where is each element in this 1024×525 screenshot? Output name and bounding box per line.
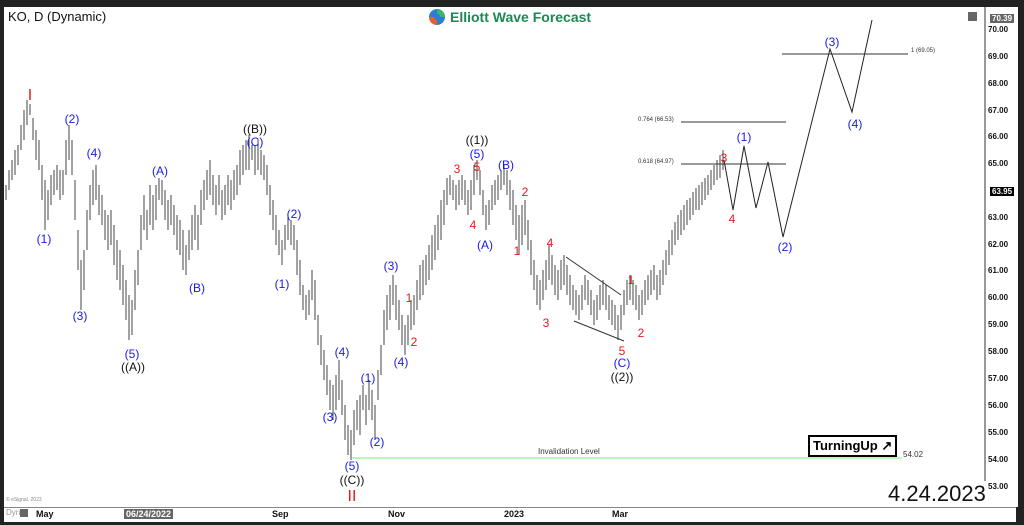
price-tick: 65.00 bbox=[988, 159, 1009, 168]
price-tick: 67.00 bbox=[988, 106, 1009, 115]
fib-0764-label: 0.764 (66.53) bbox=[638, 117, 674, 123]
svg-text:(3): (3) bbox=[323, 410, 338, 424]
svg-text:(4): (4) bbox=[87, 146, 102, 160]
x-label: Mar bbox=[612, 509, 629, 519]
arrow-up-right-icon: ↗ bbox=[877, 438, 893, 453]
svg-text:(1): (1) bbox=[361, 371, 376, 385]
fib-1-label: 1 (69.05) bbox=[911, 48, 936, 54]
projection-path bbox=[723, 19, 873, 238]
svg-text:(3): (3) bbox=[73, 309, 88, 323]
svg-text:(2): (2) bbox=[370, 435, 385, 449]
svg-text:1: 1 bbox=[514, 244, 521, 258]
turning-up-text: TurningUp bbox=[813, 438, 878, 453]
svg-text:(C): (C) bbox=[247, 135, 264, 149]
dyn-toggle[interactable]: Dyn bbox=[6, 508, 21, 517]
brand-name: Elliott Wave Forecast bbox=[450, 9, 592, 25]
price-bars bbox=[5, 100, 724, 460]
wave-labels: I (1) (2) (3) (4) (5) ((A)) (A) (B) ((B)… bbox=[28, 35, 863, 505]
svg-text:2: 2 bbox=[638, 326, 645, 340]
price-tick: 63.00 bbox=[988, 213, 1009, 222]
svg-text:(C): (C) bbox=[614, 356, 631, 370]
svg-text:(2): (2) bbox=[778, 240, 793, 254]
price-tick: 56.00 bbox=[988, 401, 1009, 410]
svg-text:((A)): ((A)) bbox=[121, 360, 145, 374]
wedge-lines bbox=[565, 256, 625, 342]
chart-plot-area[interactable] bbox=[4, 7, 984, 507]
price-tick: 62.00 bbox=[988, 240, 1009, 249]
svg-text:(5): (5) bbox=[470, 147, 485, 161]
brand-swirl-icon bbox=[429, 9, 445, 25]
price-tick: 60.00 bbox=[988, 293, 1009, 302]
price-scale[interactable] bbox=[984, 7, 1018, 507]
svg-text:(A): (A) bbox=[477, 238, 493, 252]
svg-text:(A): (A) bbox=[152, 164, 168, 178]
chart-menu-icon[interactable] bbox=[968, 12, 977, 21]
copyright: © eSignal, 2023 bbox=[6, 497, 42, 503]
svg-text:5: 5 bbox=[474, 160, 481, 174]
price-tick: 66.00 bbox=[988, 132, 1009, 141]
price-tick: 61.00 bbox=[988, 266, 1009, 275]
svg-text:3: 3 bbox=[721, 151, 728, 165]
svg-text:(1): (1) bbox=[37, 232, 52, 246]
svg-text:(2): (2) bbox=[65, 112, 80, 126]
date-stamp: 4.24.2023 bbox=[888, 481, 986, 507]
svg-text:1: 1 bbox=[628, 273, 635, 287]
svg-text:I: I bbox=[28, 87, 32, 104]
svg-text:(1): (1) bbox=[275, 277, 290, 291]
x-label-cursor: 06/24/2022 bbox=[124, 509, 174, 519]
axis-settings-icon[interactable] bbox=[20, 509, 28, 517]
x-label: Sep bbox=[272, 509, 289, 519]
price-tick: 70.00 bbox=[988, 25, 1009, 34]
svg-text:1: 1 bbox=[406, 291, 413, 305]
svg-text:2: 2 bbox=[411, 335, 418, 349]
price-tick: 58.00 bbox=[988, 347, 1009, 356]
svg-text:2: 2 bbox=[522, 185, 529, 199]
svg-text:(3): (3) bbox=[825, 35, 840, 49]
x-label: Nov bbox=[388, 509, 406, 519]
price-tick: 55.00 bbox=[988, 428, 1009, 437]
svg-text:((B)): ((B)) bbox=[243, 122, 267, 136]
svg-text:(B): (B) bbox=[189, 281, 205, 295]
svg-text:3: 3 bbox=[454, 162, 461, 176]
svg-text:(4): (4) bbox=[394, 355, 409, 369]
symbol-title: KO, D (Dynamic) bbox=[8, 9, 107, 24]
turning-up-badge: TurningUp ↗ bbox=[808, 435, 898, 457]
svg-text:((C)): ((C)) bbox=[340, 473, 365, 487]
x-label: May bbox=[36, 509, 54, 519]
svg-text:5: 5 bbox=[619, 344, 626, 358]
svg-text:(4): (4) bbox=[848, 117, 863, 131]
price-tick: 59.00 bbox=[988, 320, 1009, 329]
svg-text:(4): (4) bbox=[335, 345, 350, 359]
invalidation-value: 54.02 bbox=[903, 450, 924, 459]
svg-text:3: 3 bbox=[543, 316, 550, 330]
invalidation-label: Invalidation Level bbox=[538, 447, 600, 456]
svg-text:((2)): ((2)) bbox=[611, 370, 634, 384]
brand-logo: Elliott Wave Forecast bbox=[428, 8, 591, 26]
price-tick: 57.00 bbox=[988, 374, 1009, 383]
fib-0618-label: 0.618 (64.97) bbox=[638, 159, 674, 165]
svg-text:4: 4 bbox=[547, 236, 554, 250]
svg-text:((1)): ((1)) bbox=[466, 133, 489, 147]
svg-text:(2): (2) bbox=[287, 207, 302, 221]
svg-text:4: 4 bbox=[729, 212, 736, 226]
fib-levels bbox=[681, 53, 908, 165]
high-price-badge: 70.39 bbox=[990, 14, 1015, 23]
price-tick: 69.00 bbox=[988, 52, 1009, 61]
last-price-badge: 63.95 bbox=[990, 187, 1015, 196]
price-tick: 68.00 bbox=[988, 79, 1009, 88]
time-axis[interactable] bbox=[4, 507, 1016, 522]
svg-text:(B): (B) bbox=[498, 158, 514, 172]
price-tick: 53.00 bbox=[988, 482, 1009, 491]
svg-text:(5): (5) bbox=[345, 459, 360, 473]
svg-text:(1): (1) bbox=[737, 130, 752, 144]
svg-text:(3): (3) bbox=[384, 259, 399, 273]
svg-text:(5): (5) bbox=[125, 347, 140, 361]
x-label: 2023 bbox=[504, 509, 525, 519]
svg-text:4: 4 bbox=[470, 218, 477, 232]
svg-text:II: II bbox=[348, 488, 357, 505]
price-tick: 54.00 bbox=[988, 455, 1009, 464]
